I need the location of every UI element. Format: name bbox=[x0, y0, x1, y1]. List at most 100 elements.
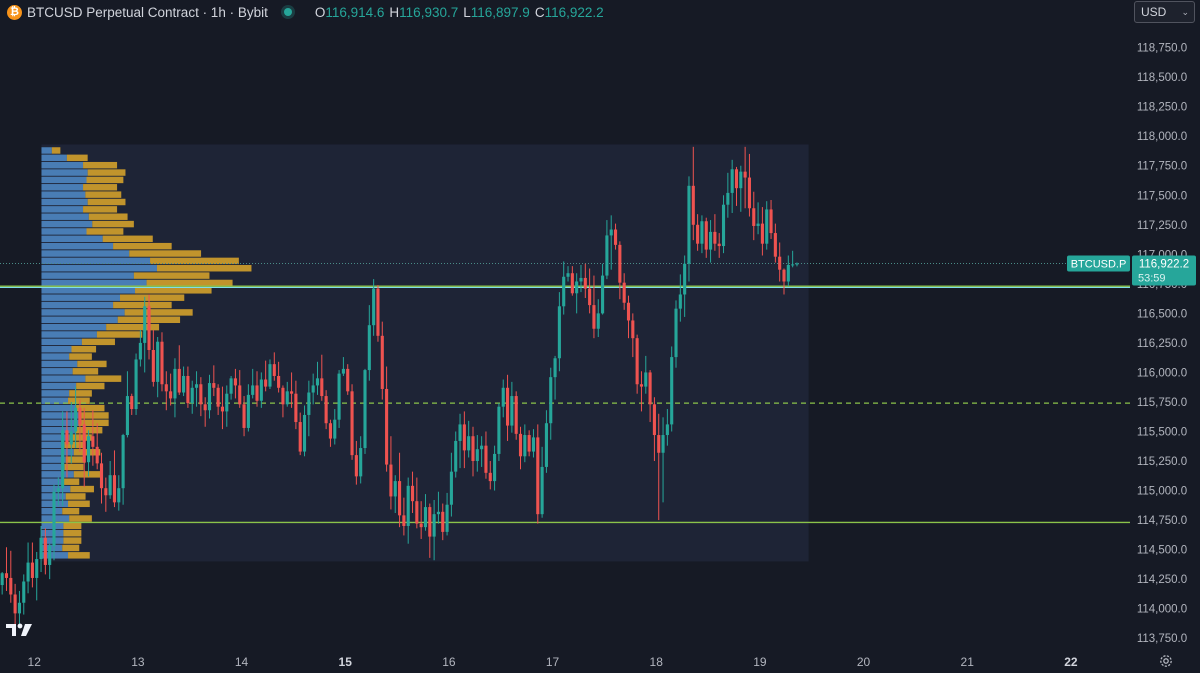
price-axis-tick-label: 114,750.0 bbox=[1137, 515, 1187, 527]
volume-profile-bar-sell bbox=[124, 309, 193, 316]
time-axis-tick-label: 18 bbox=[650, 655, 664, 669]
volume-profile-bar-buy bbox=[41, 272, 134, 279]
volume-profile-range-box bbox=[41, 144, 809, 562]
volume-profile-bar-buy bbox=[41, 331, 97, 338]
candle-body bbox=[765, 209, 769, 244]
candle-countdown-label: 53:59 bbox=[1138, 273, 1166, 285]
candle-body bbox=[294, 393, 298, 423]
candle-body bbox=[281, 387, 285, 405]
volume-profile-bar-buy bbox=[41, 287, 136, 294]
candle-body bbox=[652, 404, 656, 436]
volume-profile-bar-buy bbox=[41, 301, 114, 309]
candle-body bbox=[30, 562, 34, 578]
price-axis-tick-label: 116,500.0 bbox=[1137, 308, 1187, 320]
candle-body bbox=[734, 169, 739, 189]
time-axis-tick-label: 19 bbox=[753, 655, 767, 669]
volume-profile-bar-buy bbox=[41, 220, 93, 228]
volume-profile-bar-sell bbox=[83, 184, 118, 191]
candle-body bbox=[739, 171, 743, 189]
candle-body bbox=[562, 276, 566, 307]
tradingview-logo-icon[interactable] bbox=[6, 622, 34, 638]
volume-profile-bar-buy bbox=[41, 368, 73, 375]
volume-profile-bar-sell bbox=[120, 294, 185, 301]
volume-profile-bar-sell bbox=[86, 228, 124, 235]
candle-body bbox=[246, 394, 250, 428]
candle-body bbox=[626, 302, 631, 321]
candle-body bbox=[648, 372, 652, 405]
candle-body bbox=[398, 481, 402, 516]
currency-select[interactable]: USD ⌄ bbox=[1134, 1, 1195, 23]
candle-body bbox=[82, 424, 86, 463]
candle-body bbox=[497, 406, 501, 454]
candle-body bbox=[445, 504, 449, 532]
volume-profile-bar-sell bbox=[86, 176, 124, 184]
volume-profile-bar-buy bbox=[41, 309, 125, 316]
candle-body bbox=[613, 229, 618, 245]
candle-body bbox=[579, 277, 583, 282]
volume-profile-bar-buy bbox=[41, 242, 114, 250]
candle-body bbox=[622, 282, 626, 303]
candle-body bbox=[17, 602, 21, 614]
volume-profile-bar-sell bbox=[64, 441, 84, 449]
volume-profile-bar-sell bbox=[63, 522, 82, 530]
candle-body bbox=[544, 423, 548, 467]
settings-gear-icon[interactable] bbox=[1159, 654, 1173, 668]
candle-body bbox=[769, 209, 773, 234]
candle-body bbox=[26, 562, 30, 582]
candle-body bbox=[596, 313, 600, 329]
candle-body bbox=[78, 407, 82, 425]
candle-body bbox=[229, 378, 233, 394]
volume-profile-bar-buy bbox=[41, 294, 121, 301]
candle-body bbox=[402, 515, 406, 526]
candle-body bbox=[151, 349, 155, 382]
candle-body bbox=[428, 507, 432, 537]
volume-profile-bar-buy bbox=[41, 323, 107, 331]
candle-body bbox=[324, 396, 328, 424]
candle-body bbox=[618, 244, 622, 283]
time-axis-tick-label: 16 bbox=[442, 655, 456, 669]
volume-profile-bar-sell bbox=[78, 412, 109, 419]
volume-profile-bar-sell bbox=[73, 471, 101, 478]
candle-body bbox=[730, 169, 734, 193]
price-axis-tick-label: 118,250.0 bbox=[1137, 102, 1187, 114]
candle-body bbox=[277, 375, 281, 388]
candle-body bbox=[523, 435, 527, 457]
price-axis-tick-label: 115,000.0 bbox=[1137, 486, 1187, 498]
time-axis-tick-label: 13 bbox=[131, 655, 145, 669]
time-axis-tick-label: 21 bbox=[961, 655, 975, 669]
candle-body bbox=[225, 393, 229, 412]
market-status-icon[interactable] bbox=[283, 8, 292, 16]
volume-profile-bar-sell bbox=[68, 397, 90, 404]
volume-profile-bar-sell bbox=[68, 552, 90, 559]
symbol-title[interactable]: BTCUSD Perpetual Contract · 1h · Bybit bbox=[27, 4, 268, 20]
volume-profile-bar-sell bbox=[63, 530, 82, 537]
candle-body bbox=[635, 338, 639, 385]
candle-body bbox=[194, 384, 199, 388]
candle-body bbox=[367, 325, 371, 371]
candle-body bbox=[678, 294, 682, 309]
candle-body bbox=[527, 435, 531, 452]
volume-profile-bar-sell bbox=[156, 265, 252, 272]
currency-value: USD bbox=[1141, 5, 1167, 19]
candle-body bbox=[467, 436, 471, 451]
candle-body bbox=[475, 449, 479, 462]
candle-body bbox=[709, 231, 713, 250]
candle-body bbox=[721, 204, 726, 247]
volume-profile-bar-sell bbox=[85, 375, 122, 382]
candle-body bbox=[484, 445, 488, 473]
candle-body bbox=[233, 378, 237, 386]
candle-body bbox=[566, 273, 570, 277]
volume-profile-bar-buy bbox=[41, 338, 82, 346]
volume-profile-bar-buy bbox=[41, 404, 77, 412]
candle-body bbox=[160, 341, 164, 385]
price-axis-tick-label: 118,750.0 bbox=[1137, 43, 1187, 55]
candle-body bbox=[791, 264, 795, 266]
volume-profile-bar-buy bbox=[41, 390, 70, 397]
candle-body bbox=[199, 384, 203, 405]
volume-profile-bar-sell bbox=[83, 206, 118, 213]
candle-body bbox=[320, 378, 324, 397]
candle-body bbox=[570, 273, 574, 294]
candle-body bbox=[121, 435, 125, 489]
time-axis-tick-label: 22 bbox=[1064, 655, 1078, 669]
